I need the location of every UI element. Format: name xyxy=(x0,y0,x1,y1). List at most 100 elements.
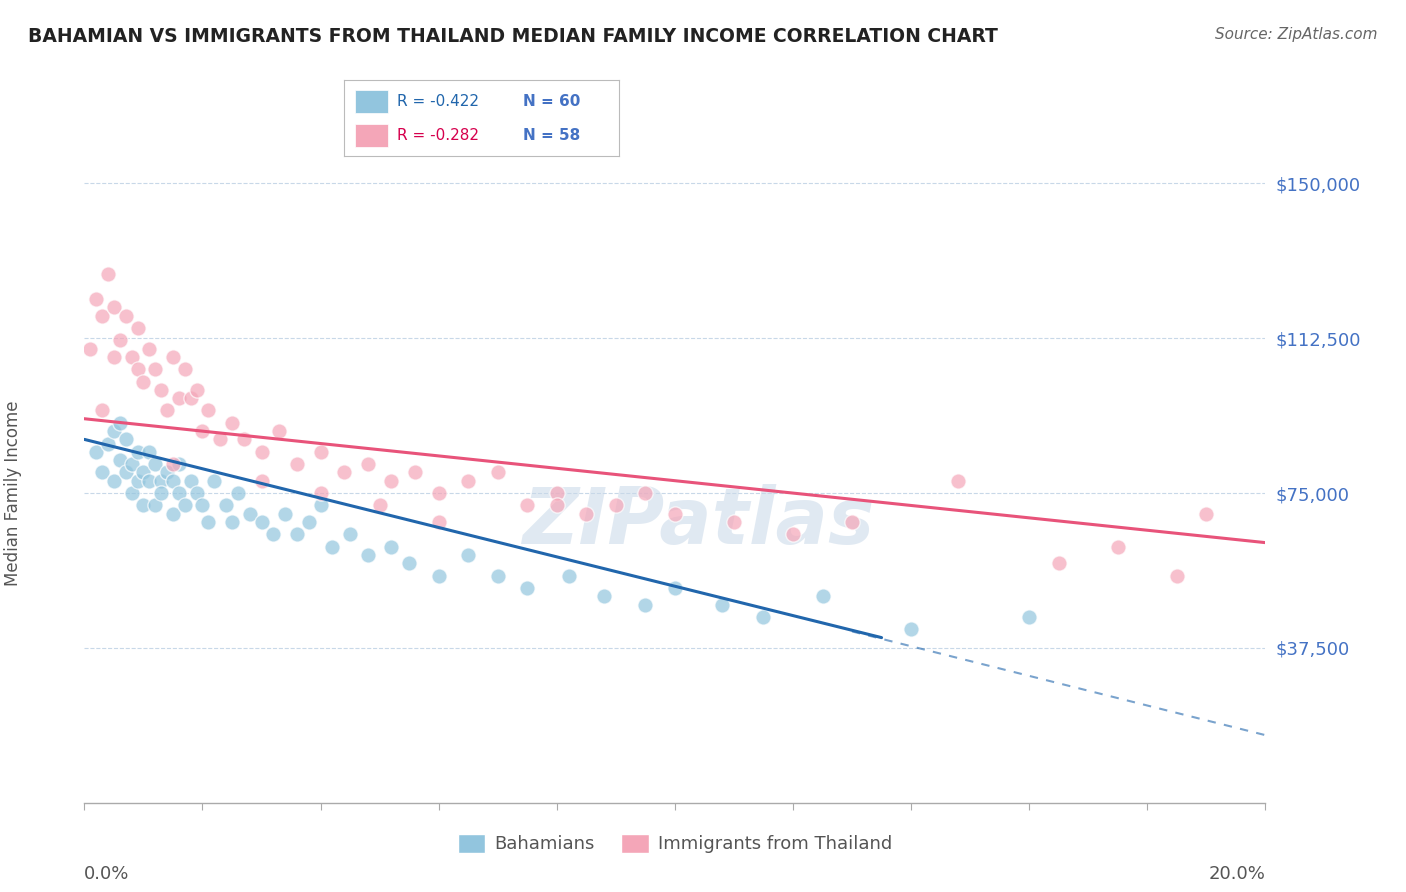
Text: Source: ZipAtlas.com: Source: ZipAtlas.com xyxy=(1215,27,1378,42)
Point xyxy=(516,581,538,595)
Point xyxy=(121,486,143,500)
Point xyxy=(108,416,131,430)
Point xyxy=(634,486,657,500)
Point xyxy=(191,499,214,513)
Point xyxy=(752,610,775,624)
Point xyxy=(167,457,190,471)
Text: R = -0.422: R = -0.422 xyxy=(396,94,478,109)
Point xyxy=(841,515,863,529)
Point xyxy=(457,548,479,562)
Point xyxy=(269,424,291,438)
Point xyxy=(309,486,332,500)
Point xyxy=(167,486,190,500)
Point xyxy=(357,548,380,562)
Point xyxy=(546,486,568,500)
Point xyxy=(84,292,107,306)
Point xyxy=(84,444,107,458)
Point xyxy=(1018,610,1040,624)
Point xyxy=(180,474,202,488)
Point xyxy=(357,457,380,471)
Point xyxy=(191,424,214,438)
Point xyxy=(1195,507,1218,521)
Point xyxy=(103,424,125,438)
Point xyxy=(162,457,184,471)
Point xyxy=(97,267,120,281)
Point xyxy=(138,444,160,458)
Point xyxy=(127,362,149,376)
Point xyxy=(274,507,297,521)
Point xyxy=(486,466,509,480)
Point xyxy=(221,515,243,529)
Point xyxy=(180,391,202,405)
Point xyxy=(398,556,420,570)
Point xyxy=(138,474,160,488)
Point xyxy=(811,590,834,604)
Point xyxy=(368,499,391,513)
Point xyxy=(427,515,450,529)
Point xyxy=(127,474,149,488)
Point xyxy=(150,486,173,500)
Point xyxy=(427,568,450,582)
Point xyxy=(250,474,273,488)
Text: R = -0.282: R = -0.282 xyxy=(396,128,478,143)
Point xyxy=(900,623,922,637)
Point xyxy=(321,540,343,554)
Point xyxy=(173,499,195,513)
Point xyxy=(723,515,745,529)
Point xyxy=(593,590,616,604)
Point xyxy=(167,391,190,405)
Point xyxy=(150,383,173,397)
Bar xyxy=(356,124,388,147)
Point xyxy=(114,309,136,323)
Point xyxy=(215,499,238,513)
Text: Median Family Income: Median Family Income xyxy=(4,401,22,586)
Point xyxy=(103,350,125,364)
Point xyxy=(103,474,125,488)
Point xyxy=(285,527,308,541)
Point xyxy=(711,598,734,612)
Point xyxy=(427,486,450,500)
Text: N = 60: N = 60 xyxy=(523,94,581,109)
Point xyxy=(197,403,219,417)
Point xyxy=(239,507,262,521)
Point xyxy=(516,499,538,513)
Point xyxy=(226,486,249,500)
Point xyxy=(202,474,225,488)
Point xyxy=(108,453,131,467)
Point xyxy=(121,457,143,471)
Point xyxy=(309,444,332,458)
Point xyxy=(285,457,308,471)
Point xyxy=(262,527,284,541)
Point xyxy=(114,433,136,447)
Point xyxy=(333,466,356,480)
Text: ZIPatlas: ZIPatlas xyxy=(523,483,875,560)
Point xyxy=(782,527,804,541)
Point xyxy=(209,433,232,447)
Point xyxy=(250,515,273,529)
Point xyxy=(575,507,598,521)
Point xyxy=(250,444,273,458)
Point xyxy=(546,499,568,513)
Point xyxy=(103,300,125,314)
Point xyxy=(457,474,479,488)
Point xyxy=(634,598,657,612)
Point xyxy=(156,403,179,417)
Point xyxy=(197,515,219,529)
Point xyxy=(298,515,321,529)
Point xyxy=(127,444,149,458)
Point xyxy=(150,474,173,488)
Text: N = 58: N = 58 xyxy=(523,128,579,143)
Point xyxy=(380,474,402,488)
Point xyxy=(221,416,243,430)
Point xyxy=(605,499,627,513)
Point xyxy=(127,321,149,335)
Point xyxy=(132,466,155,480)
Point xyxy=(91,466,114,480)
Point xyxy=(132,499,155,513)
Point xyxy=(339,527,361,541)
Point xyxy=(143,499,166,513)
Point xyxy=(1107,540,1129,554)
Point xyxy=(143,457,166,471)
Point xyxy=(143,362,166,376)
Point xyxy=(162,350,184,364)
